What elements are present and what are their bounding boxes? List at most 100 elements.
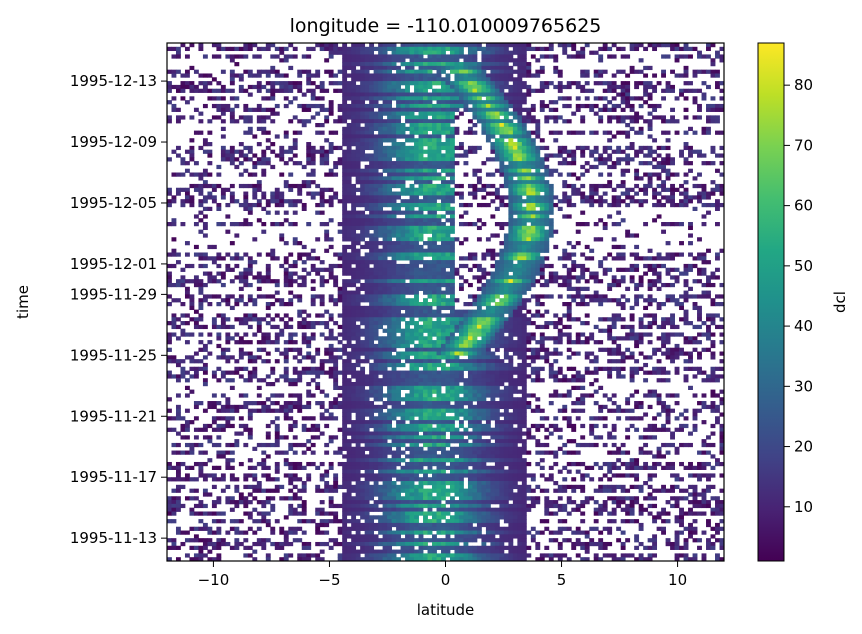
heatmap-cell (261, 107, 267, 112)
heatmap-cell (364, 172, 370, 177)
heatmap-cell (391, 176, 397, 181)
heatmap-cell (454, 237, 460, 242)
heatmap-cell (369, 324, 375, 330)
heatmap-cell (409, 157, 415, 162)
heatmap-cell (616, 130, 622, 135)
heatmap-cell (396, 248, 401, 253)
heatmap-cell (508, 176, 514, 181)
heatmap-cell (715, 84, 720, 90)
heatmap-cell (508, 168, 514, 173)
heatmap-cell (369, 256, 375, 261)
heatmap-cell (189, 263, 195, 269)
heatmap-cell (463, 279, 469, 284)
heatmap-cell (405, 157, 410, 162)
heatmap-cell (580, 69, 586, 74)
heatmap-cell (670, 321, 675, 326)
heatmap-cell (535, 199, 541, 204)
heatmap-cell (387, 279, 392, 284)
heatmap-cell (171, 84, 177, 90)
heatmap-cell (661, 183, 666, 189)
heatmap-cell (319, 81, 325, 86)
heatmap-cell (414, 138, 419, 143)
heatmap-cell (530, 218, 536, 223)
heatmap-cell (351, 237, 357, 242)
heatmap-cell (225, 46, 231, 52)
heatmap-cell (688, 222, 693, 227)
heatmap-cell (449, 271, 455, 276)
heatmap-cell (616, 84, 622, 90)
heatmap-cell (706, 248, 711, 253)
heatmap-cell (517, 294, 523, 299)
heatmap-cell (333, 130, 339, 135)
heatmap-cell (719, 107, 725, 112)
heatmap-cell (593, 275, 599, 280)
heatmap-cell (369, 313, 375, 318)
heatmap-cell (328, 172, 334, 177)
heatmap-cell (418, 248, 424, 253)
heatmap-cell (508, 122, 514, 128)
heatmap-cell (324, 157, 330, 162)
heatmap-cell (476, 92, 482, 97)
heatmap-cell (216, 324, 222, 330)
heatmap-cell (315, 43, 321, 48)
heatmap-cell (494, 313, 500, 318)
heatmap-cell (526, 145, 532, 151)
heatmap-cell (409, 241, 415, 246)
heatmap-cell (418, 103, 424, 109)
heatmap-cell (198, 46, 204, 52)
heatmap-cell (652, 88, 658, 93)
heatmap-cell (270, 195, 276, 200)
heatmap-cell (418, 176, 424, 181)
heatmap-cell (396, 336, 401, 341)
heatmap-cell (517, 183, 523, 189)
heatmap-cell (625, 161, 631, 166)
heatmap-cell (584, 294, 590, 299)
heatmap-cell (571, 153, 577, 158)
heatmap-cell (697, 256, 702, 261)
heatmap-cell (396, 313, 401, 318)
heatmap-cell (512, 191, 518, 196)
heatmap-cell (378, 58, 384, 63)
heatmap-cell (400, 77, 406, 82)
heatmap-cell (283, 275, 289, 280)
heatmap-cell (328, 50, 334, 55)
heatmap-cell (373, 336, 379, 341)
heatmap-cell (584, 161, 590, 166)
heatmap-cell (490, 54, 496, 59)
heatmap-cell (423, 84, 428, 90)
heatmap-cell (499, 336, 505, 341)
heatmap-cell (445, 225, 451, 231)
heatmap-cell (584, 96, 590, 101)
heatmap-cell (467, 267, 473, 272)
heatmap-cell (346, 218, 352, 223)
heatmap-cell (494, 149, 500, 154)
heatmap-cell (661, 130, 666, 135)
heatmap-cell (710, 69, 716, 74)
heatmap-cell (679, 191, 684, 196)
heatmap-cell (544, 263, 550, 269)
heatmap-cell (670, 46, 675, 52)
heatmap-cell (441, 282, 446, 288)
heatmap-cell (427, 206, 433, 211)
heatmap-cell (445, 168, 451, 173)
heatmap-cell (351, 103, 357, 109)
heatmap-cell (373, 313, 379, 318)
heatmap-cell (391, 305, 397, 311)
heatmap-cell (342, 54, 348, 59)
heatmap-cell (337, 145, 343, 151)
heatmap-cell (319, 107, 325, 112)
heatmap-cell (418, 111, 424, 116)
heatmap-cell (485, 111, 491, 116)
heatmap-cell (279, 58, 285, 63)
heatmap-cell (418, 126, 424, 131)
heatmap-cell (544, 222, 550, 227)
heatmap-cell (441, 111, 446, 116)
heatmap-cell (701, 191, 707, 196)
heatmap-cell (387, 241, 392, 246)
heatmap-cell (207, 161, 213, 166)
heatmap-cell (625, 73, 631, 78)
heatmap-cell (652, 263, 658, 269)
heatmap-cell (441, 168, 446, 173)
heatmap-cell (346, 168, 352, 173)
heatmap-cell (396, 233, 401, 238)
